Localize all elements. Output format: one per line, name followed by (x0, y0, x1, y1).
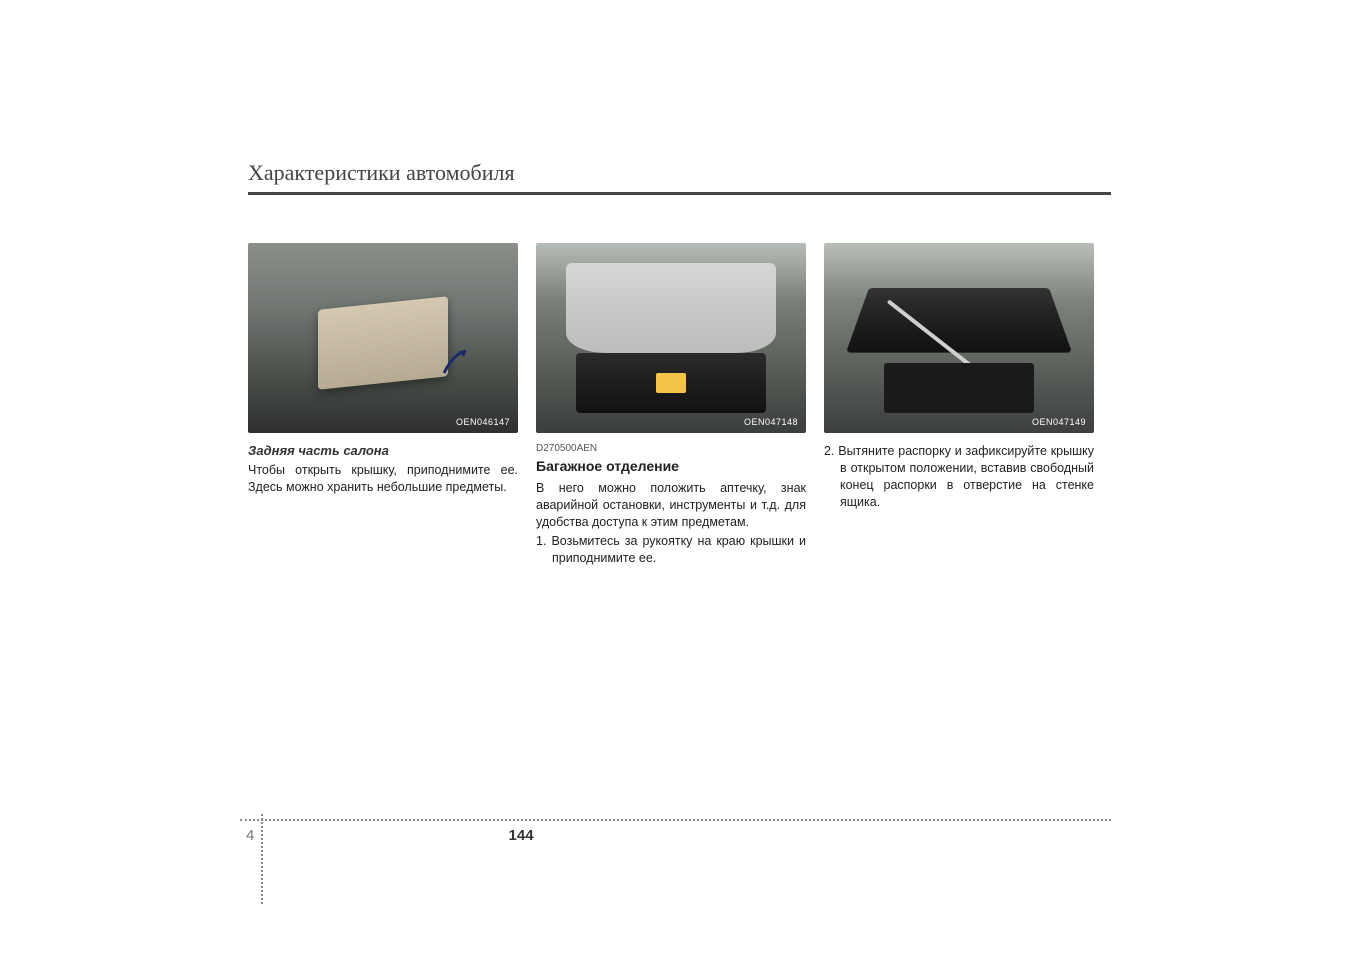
column-3: OEN047149 2. Вытяните распорку и зафикси… (824, 243, 1094, 566)
content-columns: OEN046147 Задняя часть салона Чтобы откр… (248, 243, 1111, 566)
col3-list: 2. Вытяните распорку и зафиксируйте крыш… (824, 443, 1094, 511)
photo-luggage-compartment: OEN047148 (536, 243, 806, 433)
col2-para: В него можно положить аптечку, знак авар… (536, 480, 806, 531)
lift-arrow-icon (438, 343, 474, 379)
column-2: OEN047148 D270500AEN Багажное отделение … (536, 243, 806, 566)
col2-list-item-1: 1. Возьмитесь за рукоятку на краю крышки… (536, 533, 806, 567)
photo-code: OEN047148 (744, 417, 798, 427)
footer-vertical-rule (261, 814, 263, 904)
storage-flap-shape (318, 296, 448, 390)
column-1: OEN046147 Задняя часть салона Чтобы откр… (248, 243, 518, 566)
cavity-shape (884, 363, 1034, 413)
col2-list: 1. Возьмитесь за рукоятку на краю крышки… (536, 533, 806, 567)
section-code: D270500AEN (536, 443, 806, 454)
col2-body: В него можно положить аптечку, знак авар… (536, 480, 806, 533)
page-title: Характеристики автомобиля (248, 160, 1111, 186)
page-footer: 4 144 (0, 819, 1351, 844)
sticker-shape (656, 373, 686, 393)
col1-heading: Задняя часть салона (248, 443, 518, 458)
col2-heading: Багажное отделение (536, 458, 806, 474)
tailgate-shape (566, 263, 776, 353)
title-rule (248, 192, 1111, 195)
photo-code: OEN047149 (1032, 417, 1086, 427)
photo-lid-strut: OEN047149 (824, 243, 1094, 433)
page-number: 4 144 (246, 827, 1111, 844)
col3-list-item-2: 2. Вытяните распорку и зафиксируйте крыш… (824, 443, 1094, 511)
lid-shape (846, 288, 1072, 353)
photo-code: OEN046147 (456, 417, 510, 427)
photo-rear-cabin: OEN046147 (248, 243, 518, 433)
col1-body: Чтобы открыть крышку, приподнимите ее. З… (248, 462, 518, 496)
chapter-number: 4 (246, 827, 254, 844)
page-index: 144 (261, 667, 774, 844)
